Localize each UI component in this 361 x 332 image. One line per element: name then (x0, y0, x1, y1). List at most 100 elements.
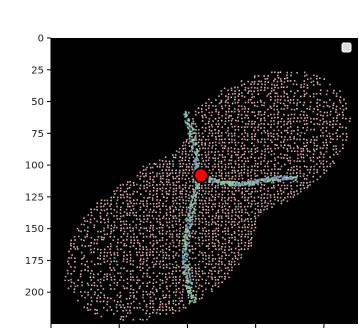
data-point (146, 293, 149, 296)
data-point (257, 196, 260, 198)
crease-point (184, 257, 187, 260)
data-point (191, 269, 193, 272)
data-point (230, 89, 233, 92)
data-point (165, 205, 167, 208)
data-point (181, 150, 184, 153)
data-point (250, 205, 252, 208)
data-point (257, 89, 259, 92)
data-point (205, 205, 208, 207)
data-point (152, 254, 154, 256)
crease-point (185, 231, 188, 234)
data-point (284, 99, 286, 102)
data-point (103, 233, 106, 236)
data-point (148, 163, 151, 165)
data-point (230, 96, 233, 99)
data-point (181, 214, 184, 216)
data-point (146, 282, 149, 285)
data-point (139, 245, 141, 247)
data-point (86, 220, 89, 222)
crease-point (187, 266, 189, 269)
data-point (267, 138, 269, 140)
data-point (335, 123, 337, 126)
crease-point (194, 202, 197, 205)
data-point (208, 104, 210, 107)
data-point (289, 136, 291, 138)
data-point (276, 92, 278, 95)
data-point (197, 287, 200, 290)
data-point (178, 307, 181, 309)
data-point (299, 188, 302, 190)
data-point (169, 242, 172, 245)
data-point (210, 205, 213, 208)
data-point (253, 197, 256, 199)
data-point (179, 300, 182, 302)
data-point (214, 221, 216, 224)
data-point (114, 193, 116, 195)
crease-point (208, 177, 210, 179)
data-point (94, 308, 96, 311)
data-point (145, 172, 147, 175)
crease-point (242, 184, 244, 187)
data-point (195, 242, 197, 245)
data-point (195, 279, 198, 281)
data-point (260, 211, 262, 214)
crease-point (191, 214, 194, 217)
data-point (230, 159, 233, 162)
data-point (214, 118, 217, 120)
data-point (208, 111, 211, 114)
data-point (119, 272, 122, 274)
data-point (130, 302, 132, 305)
crease-point (187, 122, 190, 125)
data-point (178, 236, 181, 238)
data-point (159, 308, 161, 311)
data-point (251, 120, 253, 123)
data-point (205, 116, 207, 119)
data-point (267, 108, 269, 111)
data-point (156, 247, 158, 250)
data-point (110, 245, 112, 248)
data-point (214, 266, 216, 268)
data-point (93, 263, 96, 266)
data-point (119, 208, 122, 211)
data-point (207, 107, 210, 110)
data-point (204, 233, 206, 235)
data-point (244, 218, 247, 221)
data-point (286, 200, 289, 202)
data-point (136, 191, 138, 193)
data-point (332, 117, 335, 119)
data-point (181, 291, 184, 293)
data-point (149, 175, 151, 178)
data-point (151, 215, 154, 217)
data-point (201, 111, 203, 113)
data-point (323, 144, 325, 147)
crease-point (252, 180, 254, 183)
crease-point (248, 183, 251, 186)
data-point (282, 141, 285, 143)
data-point (254, 133, 257, 135)
data-point (254, 135, 256, 138)
data-point (240, 235, 243, 238)
data-point (198, 245, 201, 247)
data-point (303, 117, 306, 119)
data-point (238, 110, 240, 113)
data-point (287, 118, 289, 120)
data-point (220, 257, 223, 260)
data-point (113, 288, 116, 290)
data-point (102, 300, 105, 303)
data-point (212, 105, 214, 107)
data-point (211, 147, 213, 149)
data-point (165, 281, 167, 284)
data-point (259, 99, 262, 102)
data-point (133, 190, 135, 193)
data-point (224, 230, 226, 232)
data-point (253, 90, 255, 93)
data-point (156, 206, 158, 208)
data-point (130, 202, 132, 204)
crease-point (275, 176, 277, 179)
data-point (238, 166, 240, 168)
data-point (142, 319, 144, 321)
data-point (166, 193, 168, 195)
data-point (276, 190, 279, 193)
crease-point (184, 245, 186, 248)
data-point (217, 217, 220, 220)
